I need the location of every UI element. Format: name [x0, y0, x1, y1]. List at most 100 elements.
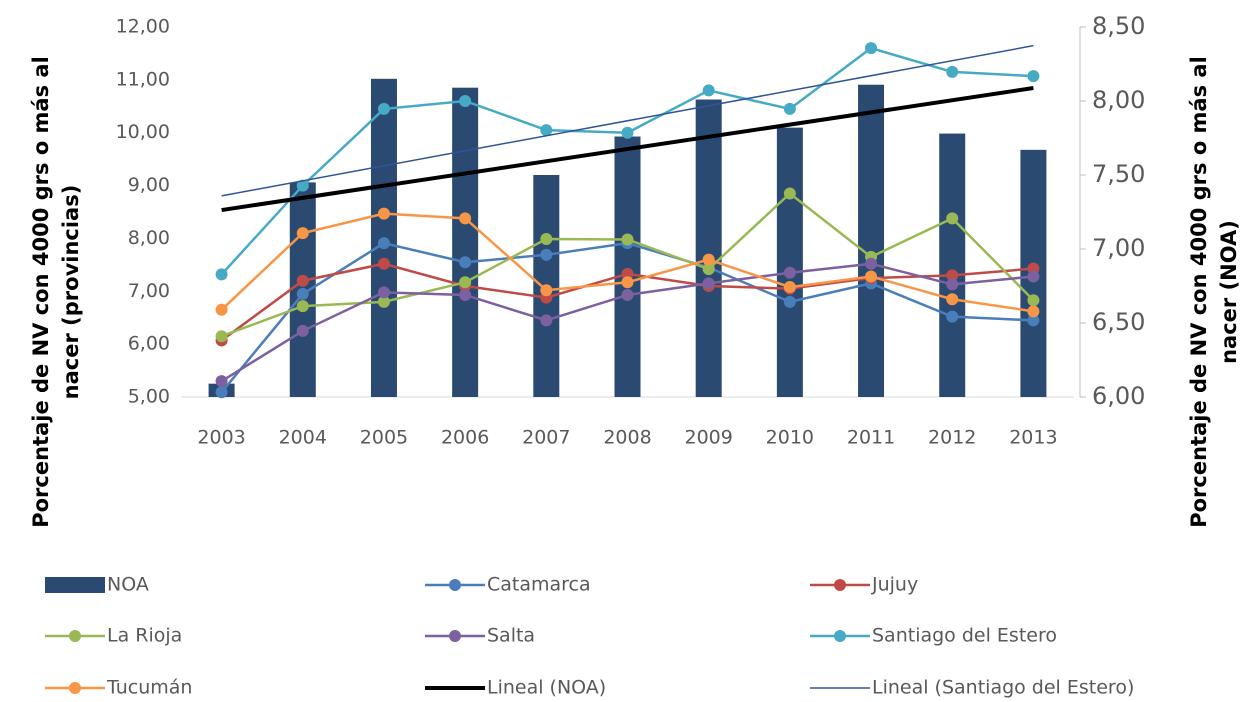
marker — [296, 324, 309, 337]
marker — [865, 270, 878, 283]
y-tick-label: 7,00 — [128, 280, 170, 302]
x-tick-label: 2003 — [197, 427, 245, 449]
legend-swatch — [69, 630, 81, 642]
marker — [215, 330, 228, 343]
bar — [776, 127, 803, 397]
y2-axis-title: nacer (NOA) — [1217, 220, 1241, 364]
marker — [459, 95, 472, 107]
marker — [702, 263, 715, 276]
y-tick-label: 11,00 — [116, 68, 170, 90]
x-tick-label: 2007 — [522, 427, 570, 449]
marker — [377, 207, 390, 220]
y-axis-title: nacer (provincias) — [59, 185, 83, 400]
y-tick-label: 6,00 — [128, 333, 170, 355]
y-tick-label: 5,00 — [128, 386, 170, 408]
x-tick-label: 2010 — [766, 427, 814, 449]
x-tick-label: 2006 — [441, 427, 489, 449]
y-tick-label: 8,00 — [128, 227, 170, 249]
legend-label: NOA — [107, 574, 149, 596]
marker — [1027, 314, 1040, 327]
marker — [459, 276, 472, 289]
y2-axis-title: Porcentaje de NV con 4000 grs o más al — [1187, 56, 1211, 528]
marker — [540, 232, 553, 245]
marker — [783, 102, 796, 115]
marker — [783, 295, 796, 308]
marker — [946, 269, 959, 282]
x-tick-label: 2009 — [685, 427, 733, 449]
y2-tick-label: 7,00 — [1092, 234, 1145, 262]
marker — [377, 102, 390, 115]
trendline — [221, 44, 1034, 197]
y2-tick-label: 6,50 — [1092, 308, 1145, 336]
legend-label: Lineal (NOA) — [487, 677, 606, 699]
marker — [459, 288, 472, 301]
y2-tick-label: 6,00 — [1092, 382, 1145, 410]
legend-swatch — [449, 579, 461, 591]
marker — [540, 248, 553, 261]
marker — [946, 65, 959, 78]
x-tick-label: 2013 — [1009, 427, 1057, 449]
marker — [946, 293, 959, 306]
marker — [459, 256, 472, 269]
marker — [296, 300, 309, 313]
trendline — [221, 86, 1034, 213]
y-axis-title: Porcentaje de NV con 4000 grs o más al — [29, 56, 53, 528]
marker — [946, 278, 959, 291]
x-tick-label: 2011 — [847, 427, 895, 449]
marker — [377, 295, 390, 308]
legend-swatch — [449, 630, 461, 642]
marker — [296, 287, 309, 300]
marker — [215, 303, 228, 316]
marker — [296, 179, 309, 192]
y-tick-label: 12,00 — [116, 16, 170, 38]
marker — [377, 257, 390, 270]
marker — [215, 386, 228, 399]
marker — [215, 375, 228, 388]
marker — [702, 253, 715, 266]
marker — [702, 84, 715, 97]
marker — [215, 268, 228, 281]
marker — [946, 212, 959, 225]
legend-swatch — [834, 630, 846, 642]
y2-tick-label: 8,50 — [1092, 12, 1145, 40]
marker — [296, 227, 309, 240]
y2-tick-label: 7,50 — [1092, 160, 1145, 188]
marker — [377, 286, 390, 299]
legend-label: Santiago del Estero — [872, 625, 1057, 647]
marker — [459, 212, 472, 225]
marker — [621, 267, 634, 280]
x-tick-label: 2005 — [360, 427, 408, 449]
bar — [939, 133, 966, 397]
marker — [296, 274, 309, 287]
bar — [614, 136, 641, 397]
legend-label: Tucumán — [106, 677, 192, 699]
marker — [540, 124, 553, 137]
marker — [377, 237, 390, 250]
marker — [946, 310, 959, 323]
marker — [621, 126, 634, 139]
x-tick-label: 2008 — [603, 427, 651, 449]
legend-label: Jujuy — [871, 574, 918, 596]
marker — [540, 284, 553, 297]
y-tick-label: 10,00 — [116, 121, 170, 143]
marker — [540, 314, 553, 327]
legend-label: Salta — [487, 625, 535, 647]
marker — [1027, 270, 1040, 283]
marker — [621, 276, 634, 289]
legend-swatch — [834, 579, 846, 591]
legend-swatch — [69, 682, 81, 694]
bar — [695, 99, 722, 398]
marker — [865, 257, 878, 270]
marker — [1027, 70, 1040, 83]
marker — [1027, 305, 1040, 318]
y2-tick-label: 8,00 — [1092, 86, 1145, 114]
bar — [452, 87, 479, 398]
x-tick-label: 2004 — [279, 427, 327, 449]
marker — [1027, 294, 1040, 307]
bar — [858, 84, 885, 397]
marker — [783, 266, 796, 279]
x-tick-label: 2012 — [928, 427, 976, 449]
marker — [783, 187, 796, 200]
